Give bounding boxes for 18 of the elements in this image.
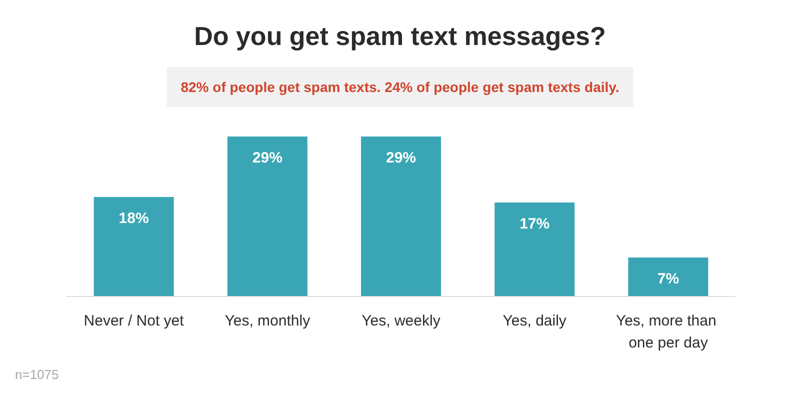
data-label: 17% (520, 216, 550, 232)
x-tick-label: Yes, monthly (224, 312, 311, 330)
data-label: 7% (657, 270, 680, 288)
x-tick-label: Never / Not yet (84, 312, 185, 330)
x-tick-label: Yes, more than one per day (616, 312, 720, 352)
data-label: 18% (118, 210, 149, 227)
bar (628, 258, 708, 296)
bar (361, 136, 441, 296)
chart-subtitle: 82% of people get spam texts. 24% of people get spam texts daily. (180, 79, 620, 95)
bar (94, 197, 174, 296)
data-label: 29% (252, 150, 282, 166)
text: n=1075 (15, 367, 59, 382)
bar (494, 202, 575, 296)
chart-title: Do you get spam text messages? (194, 21, 606, 51)
x-tick-label: Yes, weekly (362, 312, 441, 330)
x-tick-label: Yes, daily (502, 312, 567, 330)
data-label: 29% (386, 150, 416, 166)
bar (227, 136, 308, 296)
